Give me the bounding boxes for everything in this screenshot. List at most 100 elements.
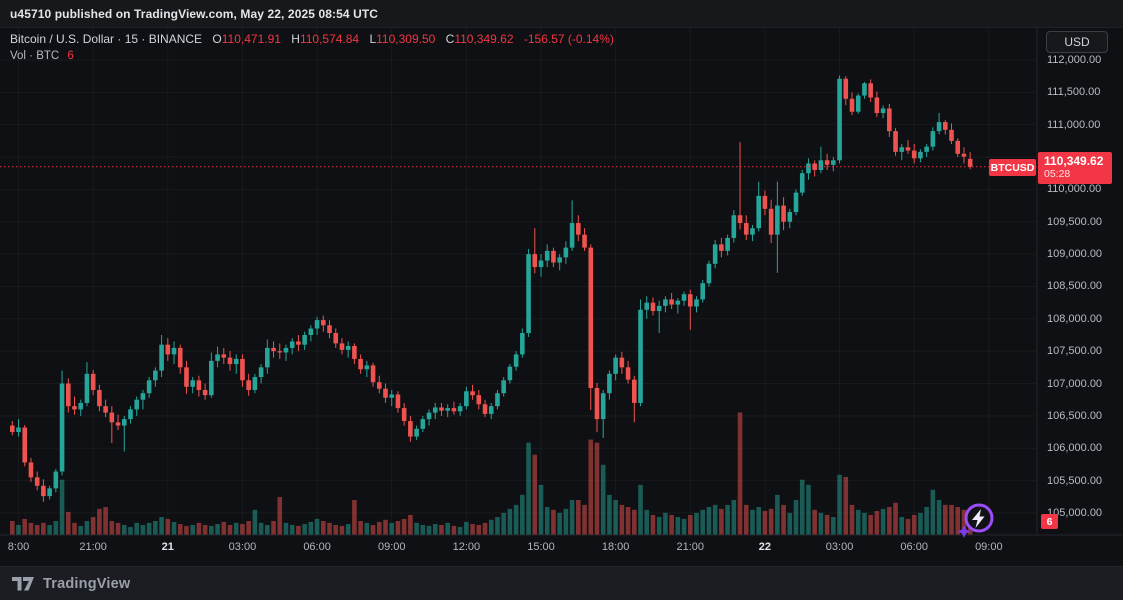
volume-bar bbox=[737, 412, 743, 535]
volume-bar bbox=[451, 525, 457, 535]
tradingview-logo-icon[interactable] bbox=[12, 576, 36, 591]
candle-body bbox=[376, 382, 382, 389]
volume-bar bbox=[271, 521, 276, 535]
candle-body bbox=[445, 408, 450, 411]
volume-bar bbox=[171, 521, 177, 535]
candle-body bbox=[725, 237, 730, 251]
volume-bar bbox=[582, 504, 587, 535]
volume-bar bbox=[426, 525, 432, 535]
candle-body bbox=[72, 406, 77, 410]
volume-bar bbox=[600, 464, 606, 535]
candle-body bbox=[115, 422, 121, 426]
boost-lightning-icon[interactable] bbox=[956, 499, 998, 541]
volume-bar bbox=[955, 507, 961, 535]
candle-body bbox=[321, 320, 326, 326]
candle-body bbox=[650, 302, 656, 312]
volume-bar bbox=[632, 509, 637, 535]
candle-body bbox=[209, 360, 214, 396]
candle-body bbox=[153, 370, 158, 381]
candlestick-chart[interactable] bbox=[0, 28, 1123, 566]
volume-bar bbox=[625, 507, 631, 535]
volume-bar bbox=[812, 509, 817, 535]
candle-body bbox=[943, 122, 948, 130]
candle-body bbox=[339, 343, 345, 350]
volume-bar bbox=[196, 522, 202, 535]
volume-bar bbox=[644, 509, 650, 535]
candle-body bbox=[563, 247, 569, 258]
volume-bar bbox=[209, 525, 214, 535]
volume-bar bbox=[663, 512, 668, 535]
candle-body bbox=[719, 244, 724, 251]
volume-bar bbox=[352, 500, 357, 535]
volume-bar bbox=[719, 508, 724, 535]
candle-body bbox=[215, 354, 220, 361]
volume-bar bbox=[787, 512, 793, 535]
volume-bar bbox=[252, 509, 258, 535]
candle-body bbox=[837, 78, 842, 161]
time-tick-label: 21:00 bbox=[676, 541, 705, 553]
tradingview-wordmark[interactable]: TradingView bbox=[43, 575, 131, 592]
price-tick-label: 106,500.00 bbox=[1047, 409, 1103, 422]
volume-bar bbox=[532, 454, 538, 535]
candle-body bbox=[258, 367, 264, 378]
volume-bar bbox=[233, 522, 239, 535]
volume-bar bbox=[806, 484, 811, 535]
volume-bar bbox=[333, 524, 339, 535]
volume-label: Vol · BTC bbox=[10, 50, 60, 62]
currency-unit-button[interactable]: USD bbox=[1046, 31, 1108, 53]
candle-body bbox=[246, 380, 251, 390]
volume-bar bbox=[457, 527, 463, 535]
volume-bar bbox=[781, 504, 786, 535]
volume-bar bbox=[513, 504, 519, 535]
close-value: 110,349.62 bbox=[454, 32, 514, 46]
legend-symbol-row[interactable]: Bitcoin / U.S. Dollar · 15 · BINANCE O11… bbox=[10, 32, 614, 47]
volume-bar bbox=[109, 521, 115, 535]
candle-body bbox=[544, 250, 550, 261]
volume-bar bbox=[408, 514, 413, 535]
volume-bar bbox=[874, 510, 880, 535]
time-tick-label: 09:00 bbox=[975, 541, 1003, 553]
volume-bar bbox=[743, 504, 749, 535]
volume-bar bbox=[97, 508, 102, 535]
volume-bar bbox=[712, 504, 718, 535]
candle-body bbox=[457, 406, 463, 412]
candle-body bbox=[594, 388, 600, 420]
volume-bar bbox=[445, 522, 450, 535]
volume-bar bbox=[184, 525, 189, 535]
candle-body bbox=[513, 354, 519, 367]
price-tick-label: 107,000.00 bbox=[1047, 377, 1103, 390]
candle-body bbox=[700, 283, 706, 300]
candle-body bbox=[408, 421, 413, 437]
volume-bar bbox=[476, 524, 482, 535]
candle-body bbox=[532, 254, 538, 268]
candle-body bbox=[868, 83, 873, 98]
time-tick-label: 8:00 bbox=[7, 541, 30, 553]
candle-body bbox=[22, 427, 28, 463]
price-tick-label: 111,000.00 bbox=[1047, 118, 1101, 131]
candle-body bbox=[296, 341, 301, 345]
candle-body bbox=[737, 215, 743, 224]
candle-body bbox=[65, 383, 71, 407]
candle-body bbox=[221, 354, 227, 358]
candle-body bbox=[202, 389, 208, 396]
volume-bar bbox=[862, 512, 867, 535]
candle-body bbox=[775, 205, 780, 235]
candle-body bbox=[333, 333, 339, 344]
legend-volume-row[interactable]: Vol · BTC 6 bbox=[10, 49, 614, 64]
candle-body bbox=[874, 97, 880, 114]
price-tick-label: 110,000.00 bbox=[1047, 183, 1102, 196]
time-tick-label: 06:00 bbox=[303, 541, 331, 553]
volume-bar bbox=[289, 524, 295, 535]
candle-body bbox=[90, 373, 96, 390]
volume-bar bbox=[432, 524, 438, 535]
candle-body bbox=[712, 244, 718, 264]
volume-bar bbox=[159, 517, 164, 535]
candle-body bbox=[936, 122, 942, 132]
volume-bar bbox=[90, 517, 96, 535]
candle-body bbox=[177, 347, 183, 368]
volume-bar bbox=[470, 524, 475, 535]
candle-body bbox=[855, 95, 861, 112]
candle-body bbox=[16, 427, 21, 433]
candle-body bbox=[47, 488, 52, 497]
candle-body bbox=[638, 309, 643, 403]
